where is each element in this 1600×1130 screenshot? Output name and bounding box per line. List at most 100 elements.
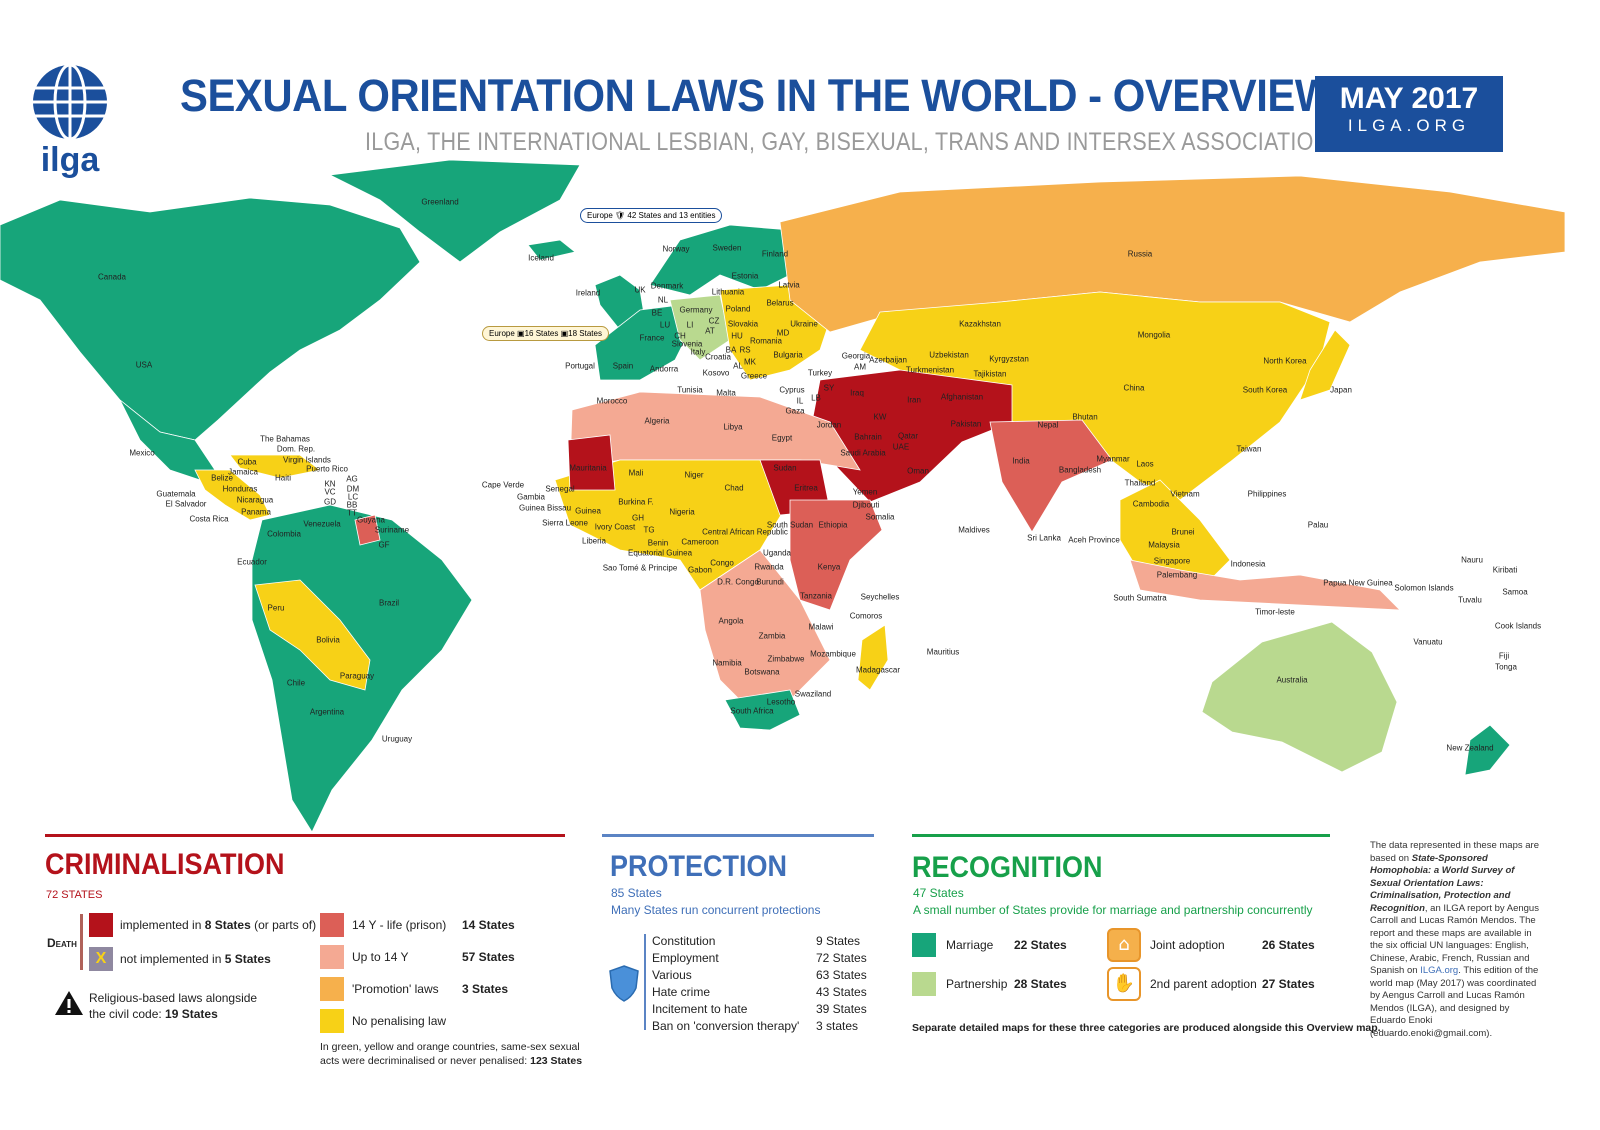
country-label: VC — [324, 487, 336, 497]
country-label: Sweden — [712, 243, 742, 253]
country-label: Lesotho — [766, 697, 796, 707]
country-label: Kazakhstan — [959, 319, 1001, 329]
country-label: Singapore — [1153, 556, 1191, 566]
region-new-zealand — [1464, 724, 1511, 776]
country-label: Sudan — [773, 463, 797, 473]
country-label: Palau — [1307, 520, 1329, 530]
country-label: Australia — [1276, 675, 1308, 685]
country-label: Belarus — [766, 298, 794, 308]
country-label: Ivory Coast — [594, 522, 636, 532]
protection-item-label: Hate crime — [652, 985, 711, 999]
marriage-count: 22 States — [1014, 938, 1067, 952]
ilga-logo: ilga — [28, 62, 112, 180]
country-label: Virgin Islands — [283, 455, 331, 465]
country-label: Uzbekistan — [929, 350, 969, 360]
ilga-link[interactable]: ILGA.org — [1420, 965, 1459, 976]
country-label: Sierra Leone — [542, 518, 588, 528]
country-label: Kenya — [817, 562, 841, 572]
country-label: AT — [705, 326, 715, 336]
country-label: Mali — [628, 468, 644, 478]
country-label: TG — [643, 525, 655, 535]
country-label: Latvia — [778, 280, 800, 290]
country-label: Swaziland — [794, 689, 832, 699]
country-label: Somalia — [865, 512, 895, 522]
country-label: New Zealand — [1446, 743, 1494, 753]
up-to-14-swatch — [320, 945, 344, 969]
region-caribbean — [229, 454, 321, 479]
protection-item-count: 63 States — [816, 968, 867, 982]
country-label: Aceh Province — [1068, 535, 1120, 545]
country-label: Seychelles — [860, 592, 900, 602]
country-label: Uruguay — [381, 734, 413, 744]
region-north-america — [0, 197, 421, 441]
country-label: Rwanda — [754, 562, 784, 572]
country-label: Canada — [97, 272, 127, 282]
country-label: BB — [346, 500, 358, 510]
country-label: BA — [725, 345, 737, 355]
country-label: Djibouti — [852, 500, 880, 510]
country-label: KN — [324, 479, 336, 489]
country-label: South Sumatra — [1113, 593, 1167, 603]
country-label: Poland — [725, 304, 751, 314]
level-label: 'Promotion' laws — [352, 982, 439, 996]
country-label: Suriname — [374, 525, 410, 535]
country-label: Ukraine — [790, 319, 818, 329]
country-label: Eritrea — [794, 483, 818, 493]
recognition-count: 47 States — [913, 886, 964, 900]
region-southern-africa — [724, 689, 801, 731]
country-label: Andorra — [649, 364, 679, 374]
region-japan — [1299, 329, 1351, 401]
country-label: Mauritania — [569, 463, 607, 473]
criminalisation-divider — [45, 834, 565, 837]
country-label: Morocco — [596, 396, 628, 406]
region-madagascar — [857, 624, 889, 691]
country-label: Finland — [761, 249, 789, 259]
recognition-subtitle: A small number of States provide for mar… — [913, 903, 1313, 917]
country-label: TT — [347, 508, 357, 518]
country-label: Panama — [241, 507, 271, 517]
logo-text: ilga — [40, 141, 100, 179]
region-western-europe — [594, 304, 691, 381]
country-label: Samoa — [1502, 587, 1528, 597]
level-count: 57 States — [462, 950, 515, 964]
country-label: Puerto Rico — [306, 464, 348, 474]
protection-subtitle: Many States run concurrent protections — [611, 903, 821, 917]
country-label: Tuvalu — [1458, 595, 1482, 605]
website[interactable]: ILGA.ORG — [1347, 116, 1471, 135]
country-label: Tajikistan — [973, 369, 1007, 379]
country-label: Turkmenistan — [905, 365, 955, 375]
country-label: Botswana — [744, 667, 780, 677]
country-label: Burkina F. — [618, 497, 654, 507]
warning-icon — [55, 991, 83, 1015]
death-bracket — [80, 914, 83, 970]
country-label: Mauritius — [926, 647, 960, 657]
country-label: AL — [733, 361, 743, 371]
country-label: Turkey — [807, 368, 833, 378]
country-label: Guinea — [575, 506, 601, 516]
region-indonesia — [1129, 559, 1402, 611]
country-label: Slovakia — [727, 319, 759, 329]
country-label: Portugal — [565, 361, 595, 371]
marriage-label: Marriage — [946, 938, 994, 952]
country-label: Japan — [1330, 385, 1352, 395]
country-label: South Sudan — [766, 520, 814, 530]
country-label: Guyana — [356, 515, 386, 525]
country-label: Norway — [662, 244, 690, 254]
level-label: Up to 14 Y — [352, 950, 409, 964]
country-label: Myanmar — [1096, 454, 1130, 464]
country-label: Colombia — [267, 529, 301, 539]
country-label: AG — [346, 474, 358, 484]
recognition-title: RECOGNITION — [912, 851, 1103, 884]
criminalisation-title: CRIMINALISATION — [45, 848, 285, 881]
country-label: Italy — [690, 347, 706, 357]
world-map — [0, 159, 1566, 833]
page-title: SEXUAL ORIENTATION LAWS IN THE WORLD - O… — [180, 70, 1334, 121]
level-label: No penalising law — [352, 1014, 447, 1028]
second-parent-adoption-count: 27 States — [1262, 977, 1315, 991]
country-label: Philippines — [1247, 489, 1287, 499]
country-label: Dom. Rep. — [276, 444, 316, 454]
country-label: D.R. Congo — [717, 577, 759, 587]
country-label: Qatar — [897, 431, 919, 441]
country-label: Russia — [1127, 249, 1153, 259]
country-label: Senegal — [545, 484, 575, 494]
